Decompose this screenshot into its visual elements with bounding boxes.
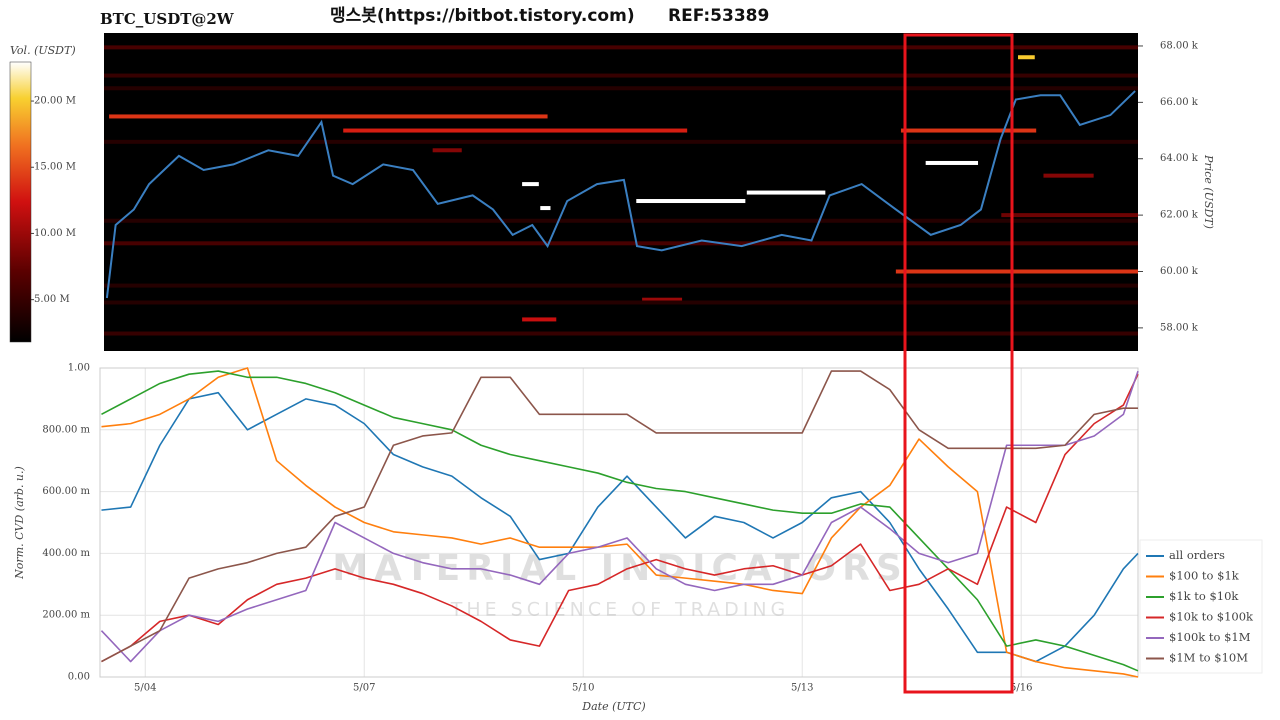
cvd-line [101,370,1139,672]
y-tick-label: 1.00 [68,363,90,374]
y-tick-label: 0.00 [68,672,90,683]
liquidity-band [104,241,1138,246]
cvd-line [101,391,1139,663]
x-tick-label: 5/16 [1010,683,1032,694]
x-tick-label: 5/10 [572,683,594,694]
colorbar-tick-label: 5.00 M [34,294,70,305]
liquidity-band [642,297,683,302]
y-tick-label: 60.00 k [1160,266,1199,277]
plot-frame [99,367,1139,678]
cvd-line [101,373,1139,663]
liquidity-band [104,73,1138,78]
x-axis-title: Date (UTC) [581,700,645,713]
colorbar-tick-label: 15.00 M [34,162,76,173]
liquidity-band [104,331,1138,336]
y-tick-label: 68.00 k [1160,40,1199,51]
y-tick-label: 400.00 m [42,548,90,559]
y-tick-label: 800.00 m [42,424,90,435]
y-tick-label: 62.00 k [1160,210,1199,221]
legend-label: $10k to $100k [1169,610,1254,624]
chart-title: BTC_USDT@2W [100,10,235,28]
colorbar-tick-label: 20.00 M [34,96,76,107]
liquidity-band [432,148,462,153]
x-tick-label: 5/13 [791,683,813,694]
y-tick-label: 66.00 k [1160,97,1199,108]
liquidity-band [522,317,557,322]
liquidity-band [1043,173,1094,178]
y-axis-title: Price (USDT) [1202,154,1215,229]
liquidity-band [522,182,539,187]
liquidity-band [895,269,1138,274]
liquidity-band [104,45,1138,50]
liquidity-band [746,190,826,195]
liquidity-band [104,139,1138,144]
legend-label: $100k to $1M [1169,630,1251,644]
liquidity-band [104,86,1138,91]
cvd-line [101,367,1139,678]
liquidity-band [1001,213,1138,218]
cvd-line [101,370,1138,663]
watermark: MATERIAL INDICATORS [332,548,908,589]
liquidity-band [104,300,1138,305]
x-tick-label: 5/04 [134,683,156,694]
y-tick-label: 58.00 k [1160,322,1199,333]
legend-label: $1k to $10k [1169,589,1239,603]
liquidity-band [636,199,746,204]
liquidity-band [925,160,979,165]
y-tick-label: 600.00 m [42,486,90,497]
liquidity-band [1018,55,1035,60]
price-line [105,90,1136,299]
liquidity-band [540,206,551,211]
legend-box [1139,539,1263,674]
y-axis-title: Norm. CVD (arb. u.) [13,466,26,580]
highlight-box [903,33,1014,694]
liquidity-band [109,114,548,119]
legend-label: $100 to $1k [1169,569,1240,583]
liquidity-band [900,128,1037,133]
legend-label: $1M to $10M [1169,651,1248,665]
legend-label: all orders [1169,548,1225,562]
x-tick-label: 5/07 [353,683,375,694]
liquidity-band [343,128,688,133]
watermark: THE SCIENCE OF TRADING [450,599,790,621]
header-source: 맹스봇(https://bitbot.tistory.com) [330,6,635,26]
liquidity-band [104,218,1138,223]
header-ref: REF:53389 [668,6,769,26]
colorbar-tick-label: 10.00 M [34,228,76,239]
cvd-line [100,370,1139,663]
colorbar [9,61,32,343]
heatmap-background [104,33,1138,351]
liquidity-band [104,283,1138,288]
y-tick-label: 200.00 m [42,610,90,621]
colorbar-title: Vol. (USDT) [10,44,76,57]
y-tick-label: 64.00 k [1160,153,1199,164]
